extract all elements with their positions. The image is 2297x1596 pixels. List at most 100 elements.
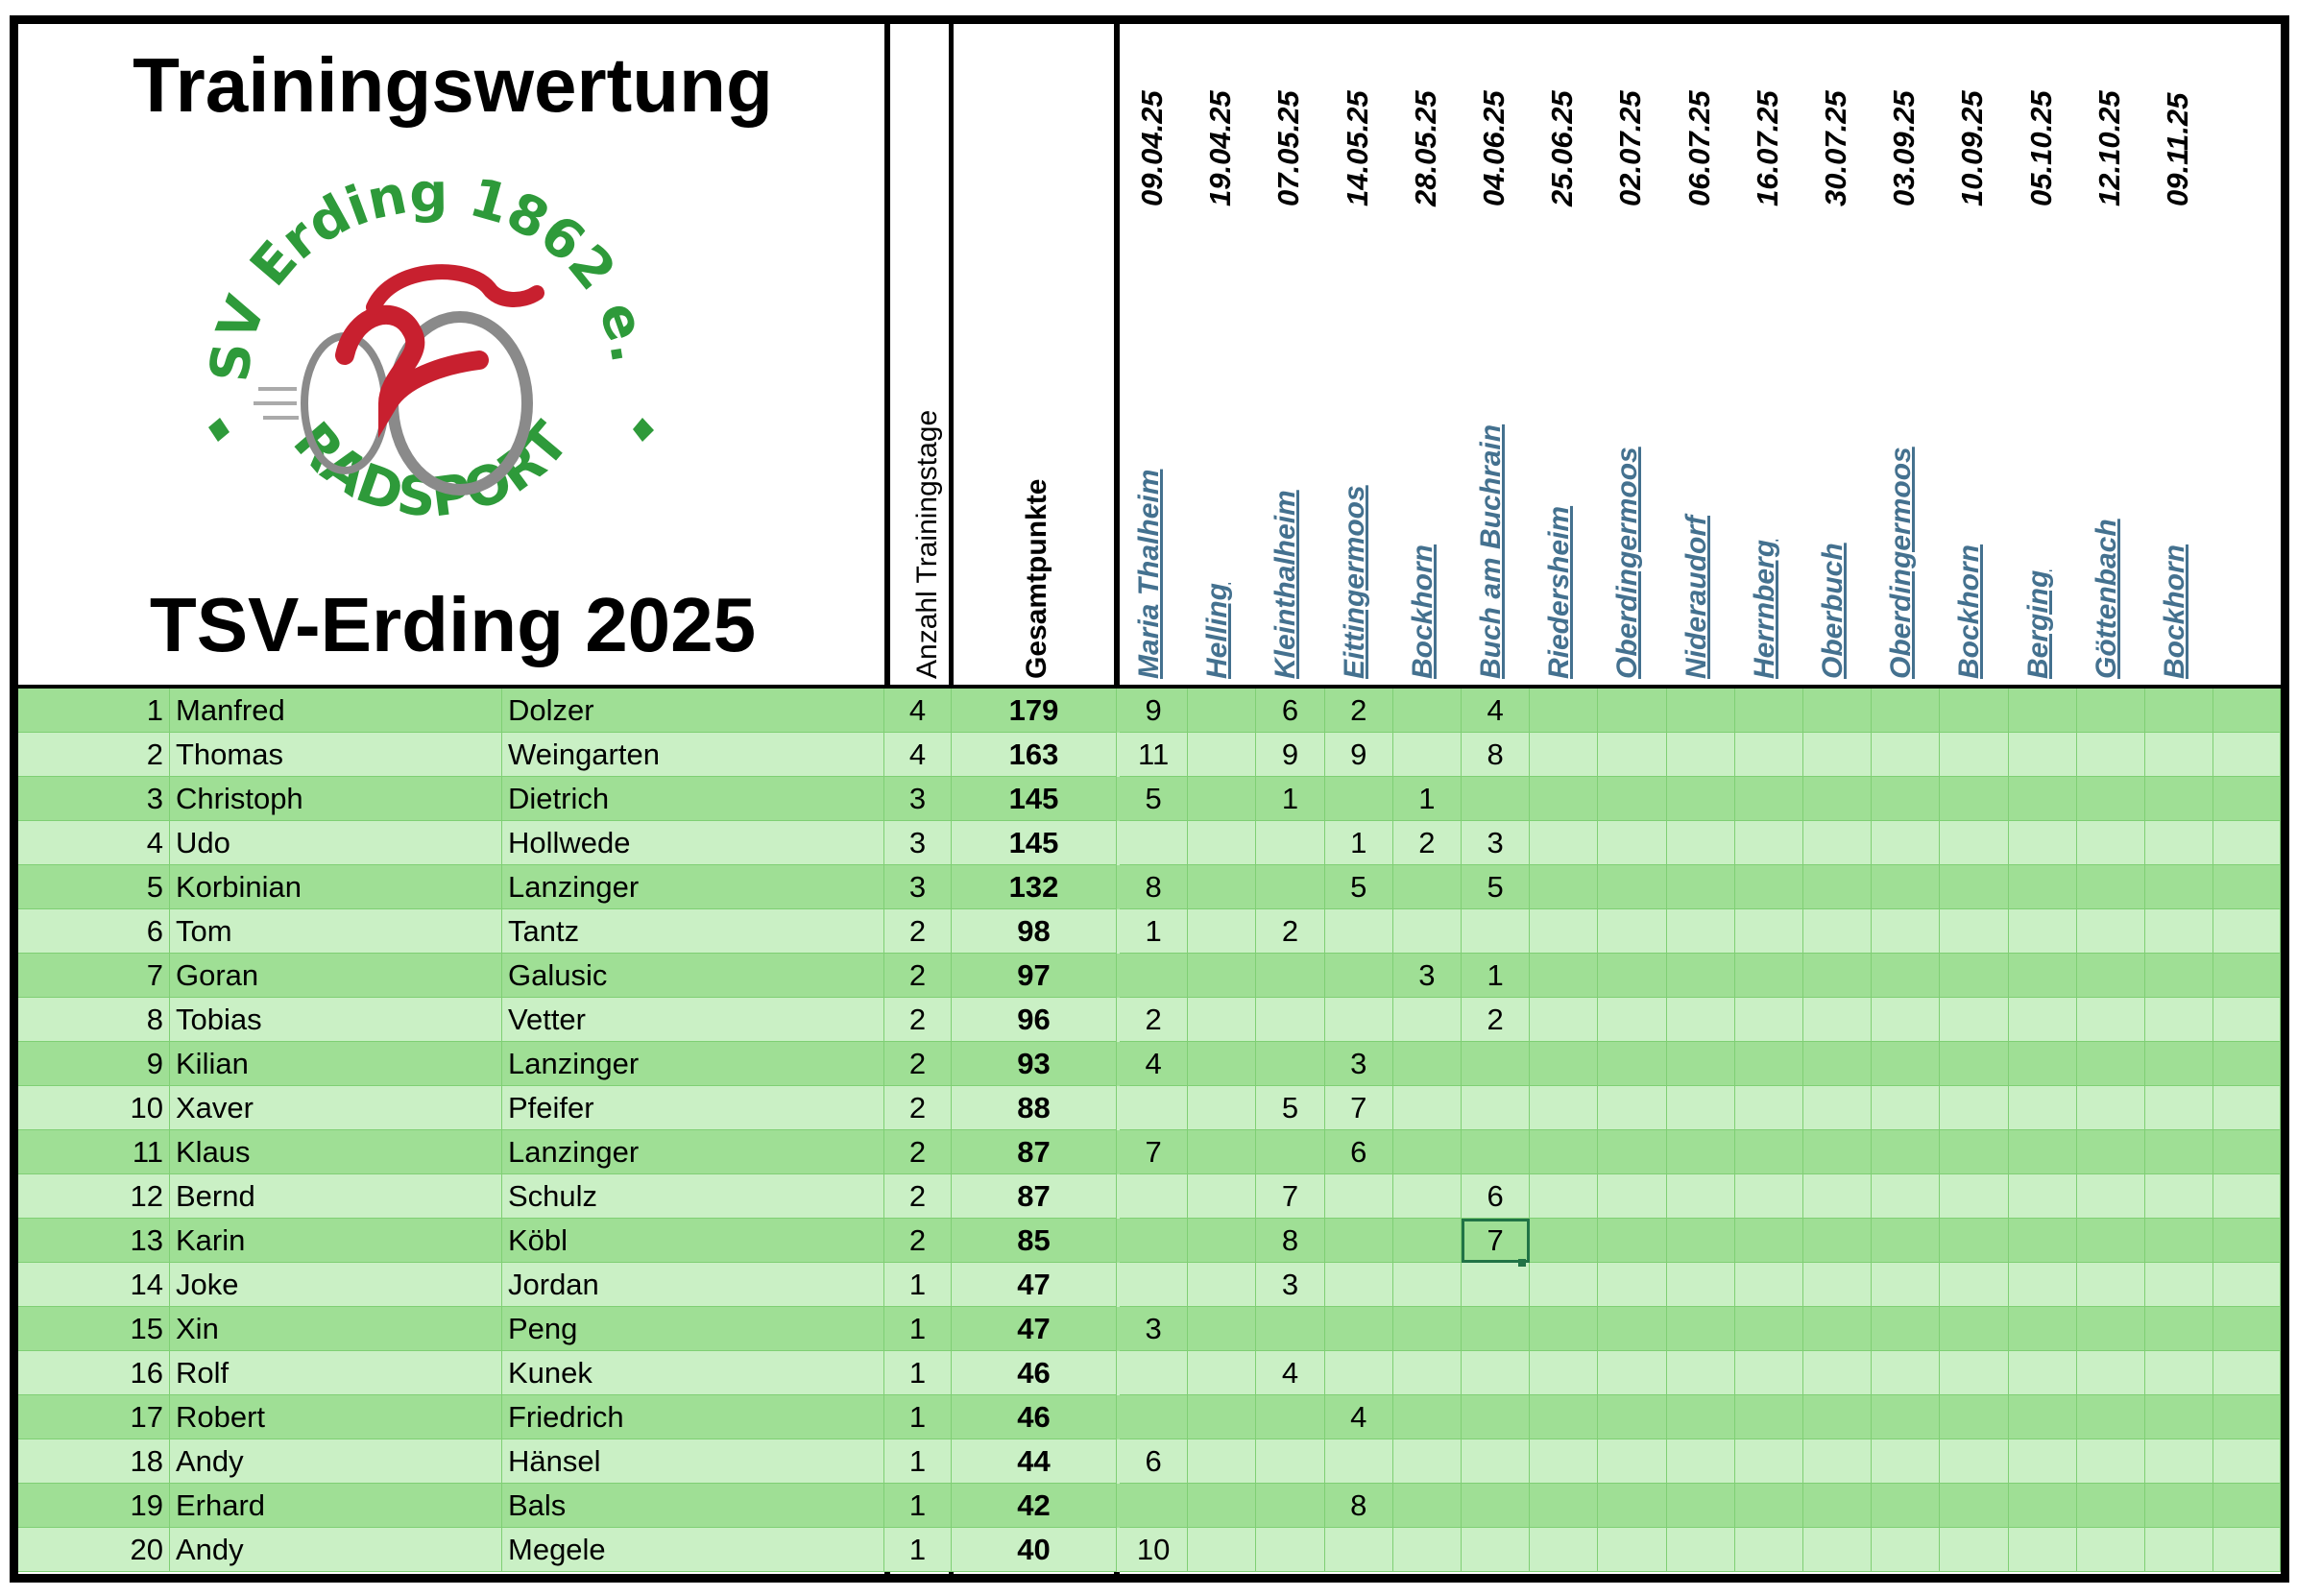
rank-cell[interactable]: 2 bbox=[18, 733, 170, 777]
points-cell[interactable] bbox=[1940, 1307, 2009, 1351]
empty-cell[interactable] bbox=[2213, 1395, 2281, 1439]
points-cell[interactable] bbox=[1324, 1174, 1393, 1219]
points-cell[interactable] bbox=[1803, 1174, 1873, 1219]
rank-cell[interactable]: 4 bbox=[18, 821, 170, 865]
points-cell[interactable] bbox=[1462, 1307, 1531, 1351]
points-cell[interactable]: 3 bbox=[1392, 954, 1462, 998]
points-cell[interactable] bbox=[1872, 1263, 1941, 1307]
empty-cell[interactable] bbox=[2213, 689, 2281, 733]
points-cell[interactable] bbox=[1188, 1130, 1257, 1174]
points-cell[interactable] bbox=[1734, 689, 1803, 733]
training-days-cell[interactable]: 1 bbox=[884, 1484, 952, 1528]
points-cell[interactable] bbox=[2076, 1528, 2145, 1572]
points-cell[interactable]: 1 bbox=[1462, 954, 1531, 998]
points-cell[interactable] bbox=[2076, 1439, 2145, 1484]
last-name-cell[interactable]: Dietrich bbox=[502, 777, 884, 821]
points-cell[interactable] bbox=[1188, 777, 1257, 821]
points-cell[interactable] bbox=[1120, 1395, 1189, 1439]
total-points-cell[interactable]: 96 bbox=[952, 998, 1117, 1042]
points-cell[interactable] bbox=[1598, 1042, 1667, 1086]
points-cell[interactable] bbox=[2076, 777, 2145, 821]
points-cell[interactable] bbox=[1872, 1174, 1941, 1219]
date-header-1[interactable]: 09.04.25 bbox=[1135, 90, 1169, 206]
points-cell[interactable] bbox=[1872, 1307, 1941, 1351]
empty-cell[interactable] bbox=[2213, 821, 2281, 865]
date-header-9[interactable]: 06.07.25 bbox=[1681, 90, 1716, 206]
page-title[interactable]: Trainingswertung bbox=[133, 42, 773, 128]
points-cell[interactable] bbox=[1392, 1130, 1462, 1174]
first-name-cell[interactable]: Joke bbox=[170, 1263, 502, 1307]
rank-cell[interactable]: 1 bbox=[18, 689, 170, 733]
date-header-6[interactable]: 04.06.25 bbox=[1477, 90, 1511, 206]
points-cell[interactable] bbox=[1256, 865, 1325, 909]
empty-cell[interactable] bbox=[2213, 1219, 2281, 1263]
points-cell[interactable] bbox=[1188, 821, 1257, 865]
points-cell[interactable]: 7 bbox=[1324, 1086, 1393, 1130]
points-cell[interactable] bbox=[1188, 1484, 1257, 1528]
points-cell[interactable] bbox=[2076, 733, 2145, 777]
points-cell[interactable] bbox=[2008, 1307, 2077, 1351]
points-cell[interactable] bbox=[1666, 689, 1735, 733]
rank-cell[interactable]: 6 bbox=[18, 909, 170, 954]
points-cell[interactable] bbox=[1256, 1130, 1325, 1174]
points-cell[interactable] bbox=[1462, 1042, 1531, 1086]
points-cell[interactable] bbox=[1598, 1351, 1667, 1395]
training-days-cell[interactable]: 3 bbox=[884, 821, 952, 865]
points-cell[interactable] bbox=[1392, 1086, 1462, 1130]
points-cell[interactable] bbox=[1940, 1351, 2009, 1395]
points-cell[interactable] bbox=[1188, 998, 1257, 1042]
points-cell[interactable] bbox=[1803, 1484, 1873, 1528]
points-cell[interactable] bbox=[1598, 821, 1667, 865]
points-cell[interactable] bbox=[1666, 954, 1735, 998]
training-days-cell[interactable]: 2 bbox=[884, 954, 952, 998]
points-cell[interactable] bbox=[1734, 909, 1803, 954]
total-points-cell[interactable]: 88 bbox=[952, 1086, 1117, 1130]
last-name-cell[interactable]: Friedrich bbox=[502, 1395, 884, 1439]
points-cell[interactable] bbox=[1803, 1130, 1873, 1174]
points-cell[interactable] bbox=[1803, 1395, 1873, 1439]
points-cell[interactable] bbox=[1940, 821, 2009, 865]
points-cell[interactable] bbox=[2008, 1174, 2077, 1219]
points-cell[interactable] bbox=[1803, 954, 1873, 998]
rank-cell[interactable]: 9 bbox=[18, 1042, 170, 1086]
points-cell[interactable] bbox=[2145, 1351, 2214, 1395]
points-cell[interactable] bbox=[1324, 998, 1393, 1042]
points-cell[interactable] bbox=[1324, 909, 1393, 954]
points-cell[interactable] bbox=[1598, 689, 1667, 733]
points-cell[interactable] bbox=[1940, 1042, 2009, 1086]
date-header-14[interactable]: 05.10.25 bbox=[2023, 90, 2058, 206]
points-cell[interactable] bbox=[1734, 821, 1803, 865]
last-name-cell[interactable]: Galusic bbox=[502, 954, 884, 998]
points-cell[interactable] bbox=[1324, 954, 1393, 998]
last-name-cell[interactable]: Megele bbox=[502, 1528, 884, 1572]
total-points-cell[interactable]: 98 bbox=[952, 909, 1117, 954]
first-name-cell[interactable]: Karin bbox=[170, 1219, 502, 1263]
points-cell[interactable] bbox=[1392, 1395, 1462, 1439]
first-name-cell[interactable]: Xaver bbox=[170, 1086, 502, 1130]
points-cell[interactable] bbox=[1872, 954, 1941, 998]
points-cell[interactable] bbox=[1256, 1042, 1325, 1086]
points-cell[interactable] bbox=[1803, 821, 1873, 865]
points-cell[interactable]: 6 bbox=[1324, 1130, 1393, 1174]
first-name-cell[interactable]: Korbinian bbox=[170, 865, 502, 909]
first-name-cell[interactable]: Tobias bbox=[170, 998, 502, 1042]
points-cell[interactable] bbox=[2076, 1307, 2145, 1351]
points-cell[interactable] bbox=[1530, 1307, 1599, 1351]
points-cell[interactable]: 8 bbox=[1324, 1484, 1393, 1528]
place-link-4[interactable]: Eittingermoos bbox=[1338, 485, 1370, 679]
points-cell[interactable] bbox=[1324, 777, 1393, 821]
training-days-cell[interactable]: 3 bbox=[884, 865, 952, 909]
last-name-cell[interactable]: Peng bbox=[502, 1307, 884, 1351]
points-cell[interactable] bbox=[2076, 954, 2145, 998]
points-cell[interactable]: 3 bbox=[1462, 821, 1531, 865]
place-link-8[interactable]: Oberdingermoos bbox=[1611, 447, 1644, 679]
training-days-cell[interactable]: 1 bbox=[884, 1439, 952, 1484]
first-name-cell[interactable]: Bernd bbox=[170, 1174, 502, 1219]
empty-cell[interactable] bbox=[2213, 777, 2281, 821]
points-cell[interactable] bbox=[2008, 909, 2077, 954]
points-cell[interactable] bbox=[1666, 865, 1735, 909]
first-name-cell[interactable]: Tom bbox=[170, 909, 502, 954]
points-cell[interactable] bbox=[1803, 1351, 1873, 1395]
points-cell[interactable] bbox=[1120, 1263, 1189, 1307]
points-cell[interactable] bbox=[1940, 1395, 2009, 1439]
